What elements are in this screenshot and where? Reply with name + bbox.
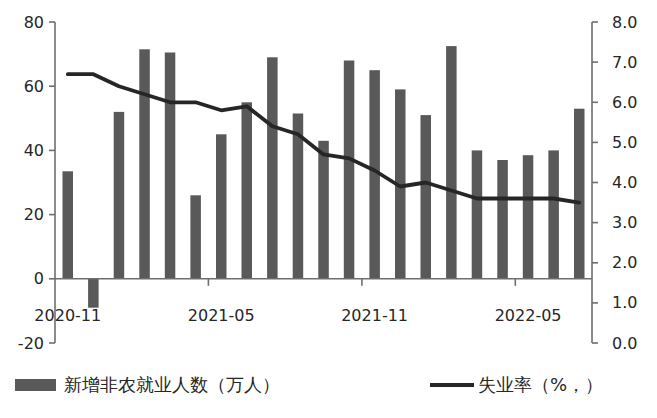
bar-2021-06 xyxy=(242,102,253,279)
bar-2022-06 xyxy=(548,150,559,278)
bar-2022-02 xyxy=(446,46,457,279)
legend: 新增非农就业人数（万人） 失业率（%，） xyxy=(15,374,603,395)
combo-chart: 80 60 40 20 0 -20 8.0 7.0 6.0 5.0 4.0 3.0 2.0 1.0 0.0 2… xyxy=(0,0,657,418)
left-axis-label: 80 xyxy=(24,13,44,32)
right-axis-label: 1.0 xyxy=(612,293,637,312)
bar-2021-01 xyxy=(114,112,125,279)
legend-bar-label: 新增非农就业人数（万人） xyxy=(64,374,280,395)
legend-bar-swatch xyxy=(15,379,56,391)
right-axis-label: 2.0 xyxy=(612,253,637,272)
bar-2022-03 xyxy=(472,150,483,278)
bar-2021-05 xyxy=(216,134,227,278)
right-axis-label: 4.0 xyxy=(612,173,637,192)
bar-2021-07 xyxy=(267,57,278,278)
bar-2021-02 xyxy=(139,49,150,278)
right-axis-label: 3.0 xyxy=(612,213,637,232)
bar-2021-09 xyxy=(318,141,329,279)
chart-page: 80 60 40 20 0 -20 8.0 7.0 6.0 5.0 4.0 3.0 2.0 1.0 0.0 2… xyxy=(0,0,657,418)
right-axis-label: 7.0 xyxy=(612,53,637,72)
right-axis-label: 6.0 xyxy=(612,93,637,112)
left-axis-label: 20 xyxy=(24,205,44,224)
right-axis-label: 8.0 xyxy=(612,13,637,32)
left-axis-label: 0 xyxy=(34,269,44,288)
bar-2022-07 xyxy=(574,109,585,279)
left-axis-label: 40 xyxy=(24,141,44,160)
bar-2020-12 xyxy=(88,279,99,308)
x-axis-label: 2020-11 xyxy=(34,306,101,325)
bar-2022-01 xyxy=(421,115,432,279)
left-axis-label: -20 xyxy=(18,334,44,353)
legend-line-label: 失业率（%，） xyxy=(478,374,603,395)
bar-2021-10 xyxy=(344,61,355,279)
bar-series-group xyxy=(63,46,585,308)
x-axis-label: 2022-05 xyxy=(495,306,562,325)
x-axis-label: 2021-11 xyxy=(341,306,408,325)
bar-2020-11 xyxy=(63,171,74,278)
left-axis-label: 60 xyxy=(24,77,44,96)
bar-2021-03 xyxy=(165,53,176,279)
bar-2022-05 xyxy=(523,155,534,279)
right-axis-label: 0.0 xyxy=(612,334,637,353)
bar-2021-04 xyxy=(190,195,201,278)
x-axis-label: 2021-05 xyxy=(188,306,255,325)
right-axis-label: 5.0 xyxy=(612,133,637,152)
bar-2022-04 xyxy=(497,160,508,279)
